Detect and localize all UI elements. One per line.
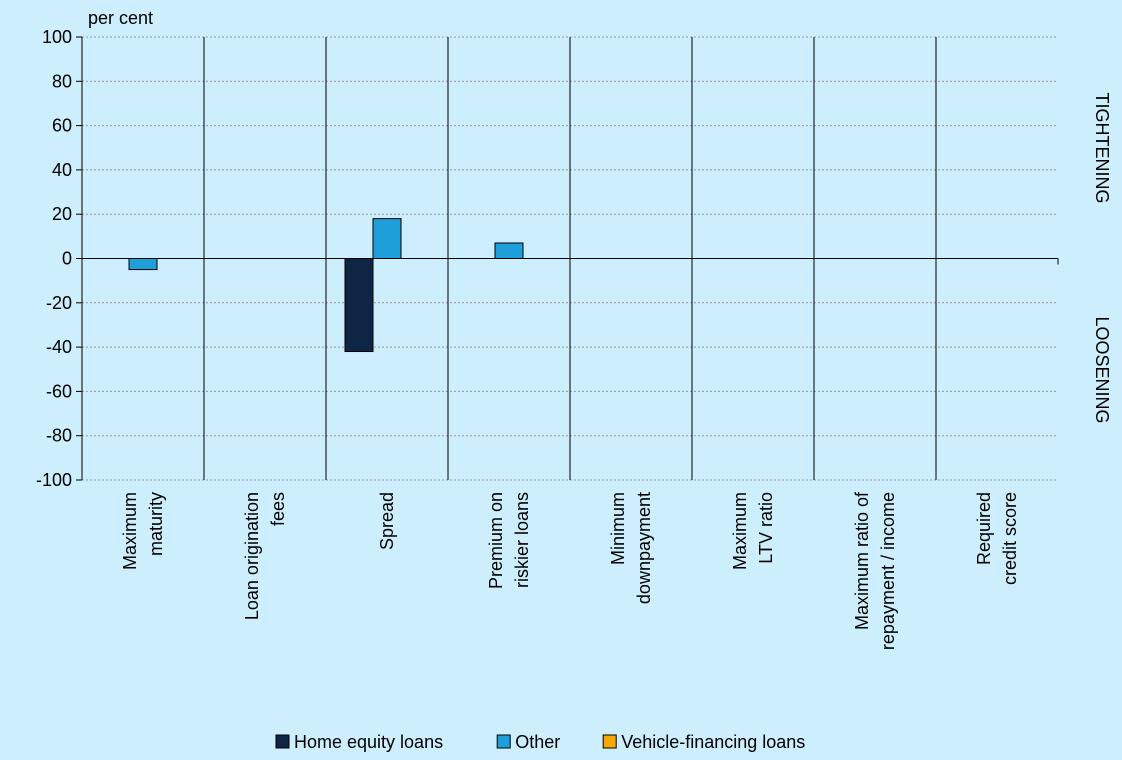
bar bbox=[494, 242, 524, 259]
y-tick-label: -60 bbox=[46, 381, 72, 401]
y-axis-label: per cent bbox=[88, 8, 153, 28]
x-tick-label-line: maturity bbox=[146, 492, 166, 556]
x-tick-label-line: riskier loans bbox=[512, 492, 532, 588]
y-tick-label: 80 bbox=[52, 71, 72, 91]
x-tick-label-line: Minimum bbox=[608, 492, 628, 565]
legend-label: Other bbox=[515, 732, 560, 752]
x-tick-label-line: Spread bbox=[377, 492, 397, 550]
legend-label: Home equity loans bbox=[294, 732, 443, 752]
bar bbox=[128, 258, 158, 271]
x-tick-label: Premium on riskier loans bbox=[486, 492, 532, 589]
legend-swatch bbox=[496, 734, 511, 749]
x-tick-label: Spread bbox=[377, 492, 397, 550]
side-label: TIGHTENING bbox=[1092, 93, 1112, 204]
x-tick-label: Maximum maturity bbox=[120, 492, 166, 570]
x-tick-label: Required credit score bbox=[974, 492, 1020, 585]
bar bbox=[344, 258, 374, 353]
y-tick-label: 20 bbox=[52, 204, 72, 224]
x-tick-label: Maximum ratio of repayment / income bbox=[852, 491, 898, 650]
y-tick-label: 100 bbox=[42, 27, 72, 47]
y-tick-label: 60 bbox=[52, 116, 72, 136]
x-tick-label-line: fees bbox=[268, 492, 288, 526]
x-tick-label-line: Maximum ratio of bbox=[852, 491, 872, 630]
x-tick-label-line: downpayment bbox=[634, 492, 654, 604]
side-label: LOOSENING bbox=[1092, 316, 1112, 423]
x-tick-label: Maximum LTV ratio bbox=[730, 492, 776, 570]
y-tick-label: -20 bbox=[46, 293, 72, 313]
x-tick-label-line: Loan origination bbox=[242, 492, 262, 620]
legend-swatch bbox=[275, 734, 290, 749]
y-tick-label: -80 bbox=[46, 426, 72, 446]
x-tick-label-line: Required bbox=[974, 492, 994, 565]
legend-swatch bbox=[602, 734, 617, 749]
x-tick-label-line: LTV ratio bbox=[756, 492, 776, 564]
bar bbox=[372, 218, 402, 260]
legend-label: Vehicle-financing loans bbox=[621, 732, 805, 752]
x-tick-label-line: Maximum bbox=[120, 492, 140, 570]
x-tick-label-line: repayment / income bbox=[878, 492, 898, 650]
y-tick-label: -40 bbox=[46, 337, 72, 357]
x-tick-label-line: Maximum bbox=[730, 492, 750, 570]
x-tick-label-line: Premium on bbox=[486, 492, 506, 589]
y-tick-label: 0 bbox=[62, 249, 72, 269]
x-tick-label-line: credit score bbox=[1000, 492, 1020, 585]
x-tick-label: Loan origination fees bbox=[242, 492, 288, 620]
x-tick-label: Minimum downpayment bbox=[608, 492, 654, 604]
y-tick-label: -100 bbox=[36, 470, 72, 490]
y-tick-label: 40 bbox=[52, 160, 72, 180]
